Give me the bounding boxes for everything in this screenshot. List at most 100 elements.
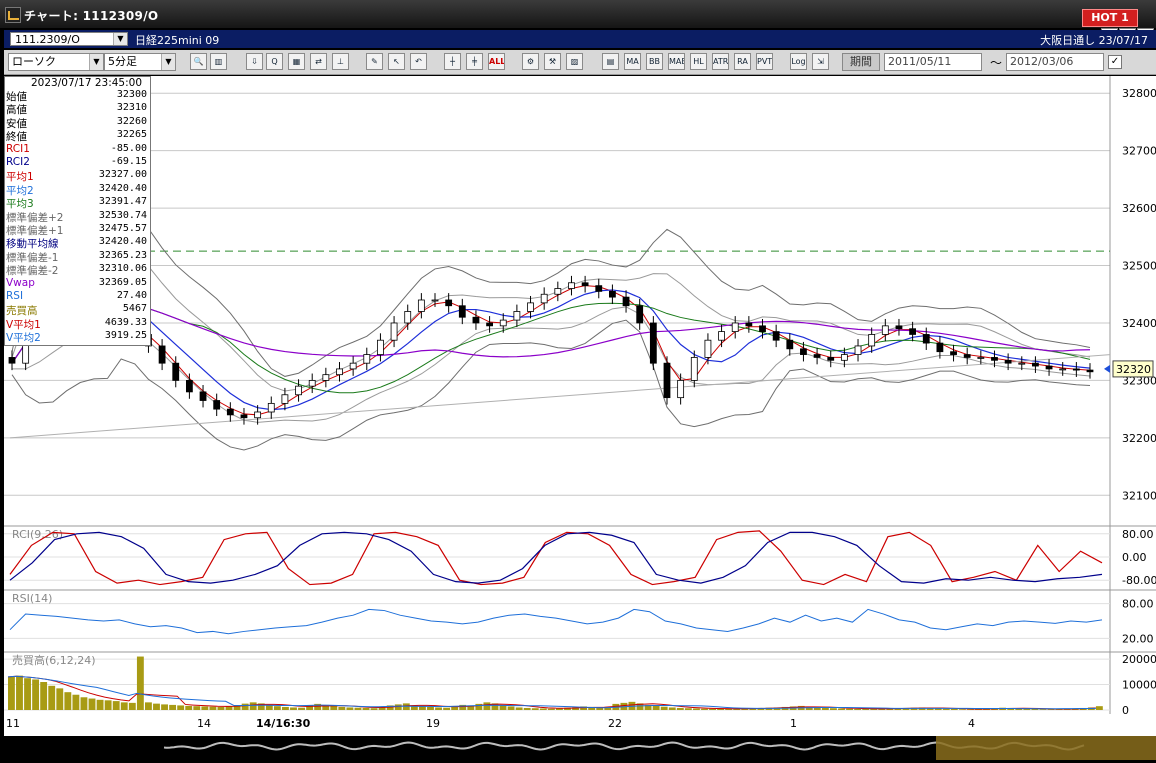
period-button[interactable]: 期間 (842, 53, 880, 71)
candle-body (854, 345, 862, 355)
volume-bar (386, 705, 394, 710)
candle-body (568, 282, 575, 289)
volume-bar (733, 708, 741, 710)
volume-bar (870, 708, 878, 710)
navigator-overview (163, 741, 1085, 751)
candle-body (649, 322, 657, 364)
all-icon[interactable]: ALL (488, 53, 505, 70)
x-axis: 11 14 14/16:30 19 22 1 4 (4, 714, 1156, 736)
candle-body (308, 380, 316, 387)
volume-bar (80, 697, 88, 710)
volume-bar (652, 705, 660, 710)
info-datetime: 2023/07/17 23:45:00 (31, 77, 143, 89)
atr-button[interactable]: ATR (712, 53, 729, 70)
volume-bar (741, 708, 749, 710)
candle-body (581, 282, 589, 287)
volume-bar (410, 705, 418, 710)
candle-body (499, 319, 507, 327)
apply-checkbox[interactable]: ✓ (1108, 55, 1122, 69)
ra-button[interactable]: RA (734, 53, 751, 70)
candle-body (240, 414, 248, 419)
pvt-button[interactable]: PVT (756, 53, 773, 70)
tools-icon[interactable]: ⚒ (544, 53, 561, 70)
info-row: 標準偏差+1 32475.57 (6, 223, 149, 237)
volume-bar (128, 702, 136, 710)
candle-body (963, 354, 971, 358)
candle-body (254, 411, 262, 419)
bollinger-band-line (11, 199, 1091, 377)
navigator-bar[interactable] (4, 736, 1156, 760)
volume-bar (185, 705, 193, 710)
info-label: V平均1 (6, 318, 41, 331)
info-row: V平均2 3919.25 (6, 330, 149, 344)
chevron-down-icon[interactable]: ▼ (113, 33, 127, 45)
chevron-down-icon[interactable]: ▼ (161, 54, 175, 70)
window-titlebar: チャート: 1112309/O HOT 1 (0, 0, 1156, 28)
mae-button[interactable]: MAE (668, 53, 685, 70)
info-value: 32369.05 (98, 276, 147, 288)
volume-bar (886, 708, 894, 710)
chevron-down-icon[interactable]: ▼ (89, 54, 103, 70)
navigator-line (163, 741, 1085, 751)
search-chart-icon[interactable]: Q (266, 53, 283, 70)
log-button[interactable]: Log (790, 53, 807, 70)
grid-icon[interactable]: ▤ (602, 53, 619, 70)
volume-bar (419, 706, 426, 710)
candle-body (404, 311, 412, 324)
candle-body (690, 357, 698, 381)
undo-icon[interactable]: ↶ (410, 53, 427, 70)
candle-body (486, 322, 493, 327)
hl-button[interactable]: HL (690, 53, 707, 70)
date-from-value: 2011/05/11 (888, 55, 952, 68)
volume-bar (725, 708, 733, 710)
chart-area[interactable]: 32100 32200 32300 32400 32500 32600 32700 32800… (4, 76, 1156, 714)
pencil-icon[interactable]: ✎ (366, 53, 383, 70)
settings-icon[interactable]: ⚙ (522, 53, 539, 70)
info-label: 安値 (6, 117, 27, 130)
volume-bar (1095, 706, 1103, 710)
chart-type-select[interactable]: ローソク ▼ (8, 53, 104, 71)
export-icon[interactable]: ⇲ (812, 53, 829, 70)
volume-bar (975, 708, 982, 710)
symbol-input[interactable]: 111.2309/O ▼ (10, 32, 128, 46)
volume-bar (451, 705, 459, 710)
volume-bar (435, 707, 442, 710)
symbol-bar: 111.2309/O ▼ 日経225mini 09 大阪日通し 23/07/17 (4, 30, 1156, 48)
volume-bar (523, 707, 531, 710)
hot-button[interactable]: HOT 1 (1082, 9, 1138, 27)
chart-canvas[interactable]: 32100 32200 32300 32400 32500 32600 32700 32800… (4, 76, 1156, 714)
bar-chart-icon[interactable]: ▦ (288, 53, 305, 70)
color-palette-icon[interactable]: ▨ (566, 53, 583, 70)
volume-bar (813, 707, 821, 710)
download-icon[interactable]: ⇩ (246, 53, 263, 70)
info-row: 標準偏差-1 32365.23 (6, 250, 149, 264)
candle-body (295, 385, 302, 396)
volume-tick-label: 0 (1122, 704, 1129, 714)
info-row: 売買高 5467 (6, 303, 149, 317)
scale-icon[interactable]: ⊥ (332, 53, 349, 70)
volume-bar (217, 706, 225, 710)
split-view-icon[interactable]: ▥ (210, 53, 227, 70)
volume-bar (153, 703, 160, 710)
volume-bar (249, 702, 257, 710)
bb-button[interactable]: BB (646, 53, 663, 70)
date-from-input[interactable]: 2011/05/11 (884, 53, 982, 71)
ma-button[interactable]: MA (624, 53, 641, 70)
info-row: 移動平均線 32420.40 (6, 236, 149, 250)
cursor-icon[interactable]: ↖ (388, 53, 405, 70)
rci-tick-label: 0.00 (1122, 551, 1147, 564)
zoom-icon[interactable]: 🔍 (190, 53, 207, 70)
candle-alt-icon[interactable]: ╪ (466, 53, 483, 70)
volume-bar (322, 704, 330, 710)
rsi-tick-label: 20.00 (1122, 632, 1154, 645)
navigator-selection[interactable] (936, 736, 1156, 760)
volume-bar (878, 708, 886, 710)
interval-select[interactable]: 5分足 ▼ (104, 53, 176, 71)
candle-body (185, 380, 193, 393)
x-tick-label: 14/16:30 (256, 717, 311, 730)
date-to-input[interactable]: 2012/03/06 (1006, 53, 1104, 71)
compare-icon[interactable]: ⇄ (310, 53, 327, 70)
candle-body (772, 331, 780, 341)
candle-icon[interactable]: ┼ (444, 53, 461, 70)
volume-bar (967, 709, 974, 710)
